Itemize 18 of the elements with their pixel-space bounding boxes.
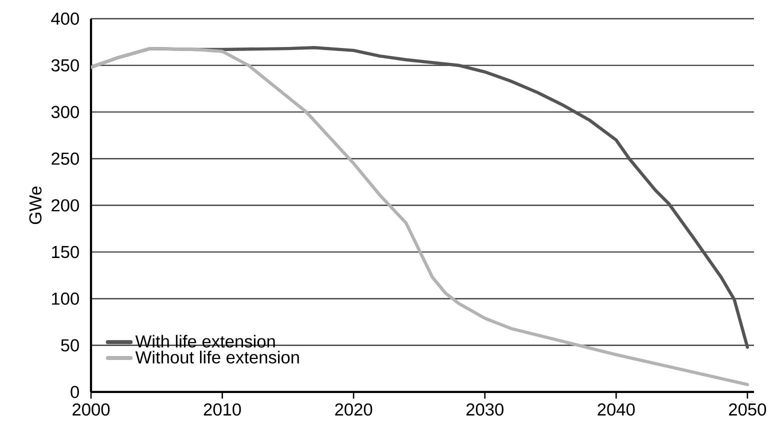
y-tick-label: 350 xyxy=(51,59,79,72)
y-tick-label: 0 xyxy=(70,386,79,398)
x-tick-label: 2000 xyxy=(72,403,110,416)
x-tick-label: 2010 xyxy=(204,403,241,416)
legend-label: With life extension xyxy=(135,334,275,348)
y-tick-label: 150 xyxy=(52,246,79,258)
y-tick-label: 200 xyxy=(52,199,79,212)
y-tick-label: 400 xyxy=(51,12,79,25)
y-tick-label: 250 xyxy=(52,152,79,165)
legend-label: Without life extension xyxy=(135,350,299,364)
y-tick-label: 100 xyxy=(52,292,79,305)
y-tick-label: 300 xyxy=(51,106,79,118)
x-tick-label: 2020 xyxy=(335,403,372,416)
y-tick-label: 50 xyxy=(61,339,79,352)
x-tick-label: 2040 xyxy=(598,403,635,416)
x-tick-label: 2050 xyxy=(729,403,766,416)
y-axis-title: GWe xyxy=(29,186,42,224)
x-tick-label: 2030 xyxy=(466,403,504,416)
